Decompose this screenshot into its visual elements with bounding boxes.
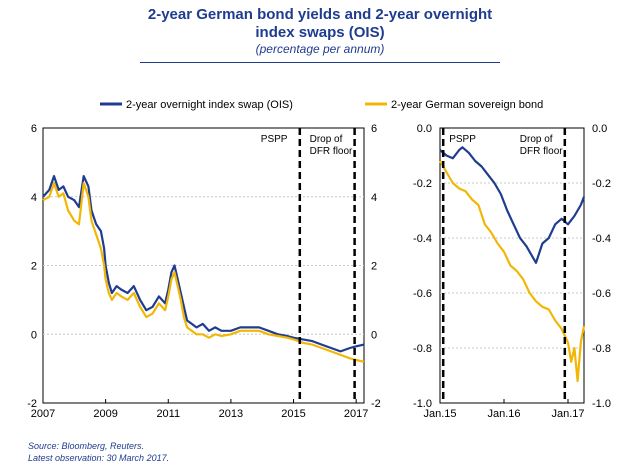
series-line-right-ois [439, 146, 586, 264]
title-line-2: index swaps (OIS) [255, 24, 385, 41]
series-line-right-bond [439, 160, 586, 383]
event-label-right-1-1: DFR floor [520, 146, 563, 157]
y-tick-label-right-left-1: 0 [371, 329, 377, 341]
y-tick-label-left-right-0: -1.0 [413, 398, 432, 410]
latest-observation-note: Latest observation: 30 March 2017. [28, 453, 170, 463]
event-label-left-1-1: DFR floor [310, 146, 353, 157]
series-line-left-bond [42, 181, 365, 363]
y-tick-label-left-left-4: 6 [31, 123, 37, 135]
y-tick-label-right-right-3: -0.4 [592, 233, 611, 245]
event-label-left-0-0: PSPP [261, 134, 288, 145]
x-tick-label-left-4: 2015 [281, 408, 305, 420]
title-rule [140, 62, 500, 63]
y-tick-label-left-left-1: 0 [31, 329, 37, 341]
y-tick-label-left-right-1: -0.8 [413, 343, 432, 355]
x-tick-label-left-1: 2009 [93, 408, 117, 420]
panel-left: -2 -2 0 0 2 2 4 4 6 6 2007 2009 2011 2013 2015 2017 PSPP… [27, 123, 381, 420]
title-line-1: 2-year German bond yields and 2-year ove… [147, 6, 493, 23]
y-tick-label-left-left-2: 2 [31, 261, 37, 273]
y-tick-label-left-right-4: -0.2 [413, 178, 432, 190]
panel-right: -1.0 -1.0 -0.8 -0.8 -0.6 -0.6 -0.4 -0.4 -0.2 -0.2… [413, 123, 611, 420]
y-tick-label-right-right-4: -0.2 [592, 178, 611, 190]
legend-label-0: 2-year overnight index swap (OIS) [126, 99, 293, 111]
source-note: Source: Bloomberg, Reuters. [28, 441, 145, 451]
y-tick-label-right-right-2: -0.6 [592, 288, 611, 300]
y-tick-label-right-left-4: 6 [371, 123, 377, 135]
y-tick-label-left-left-3: 4 [31, 192, 37, 204]
series-line-left-ois [42, 175, 365, 353]
x-tick-label-right-0: Jan.15 [423, 408, 456, 420]
x-tick-label-left-5: 2017 [344, 408, 368, 420]
legend-label-1: 2-year German sovereign bond [391, 99, 543, 111]
plot-frame-right [439, 127, 585, 404]
x-tick-label-left-2: 2011 [156, 408, 180, 420]
y-tick-label-right-right-0: -1.0 [592, 398, 611, 410]
event-label-right-0-0: PSPP [449, 134, 476, 145]
x-tick-label-right-1: Jan.16 [487, 408, 520, 420]
y-tick-label-left-right-2: -0.6 [413, 288, 432, 300]
chart-title: 2-year German bond yields and 2-year ove… [0, 6, 640, 42]
event-label-right-1-0: Drop of [520, 134, 553, 145]
x-tick-label-right-2: Jan.17 [551, 408, 584, 420]
event-label-left-1-0: Drop of [310, 134, 343, 145]
y-tick-label-left-right-5: 0.0 [417, 123, 432, 135]
y-tick-label-right-right-5: 0.0 [592, 123, 607, 135]
legend: 2-year overnight index swap (OIS) 2-year … [100, 99, 543, 111]
y-tick-label-right-right-1: -0.8 [592, 343, 611, 355]
y-tick-label-right-left-2: 2 [371, 261, 377, 273]
y-tick-label-right-left-3: 4 [371, 192, 377, 204]
y-tick-label-right-left-0: -2 [371, 398, 381, 410]
y-tick-label-left-left-0: -2 [27, 398, 37, 410]
y-tick-label-left-right-3: -0.4 [413, 233, 432, 245]
x-tick-label-left-3: 2013 [219, 408, 243, 420]
chart-subtitle: (percentage per annum) [255, 42, 385, 56]
x-tick-label-left-0: 2007 [31, 408, 55, 420]
